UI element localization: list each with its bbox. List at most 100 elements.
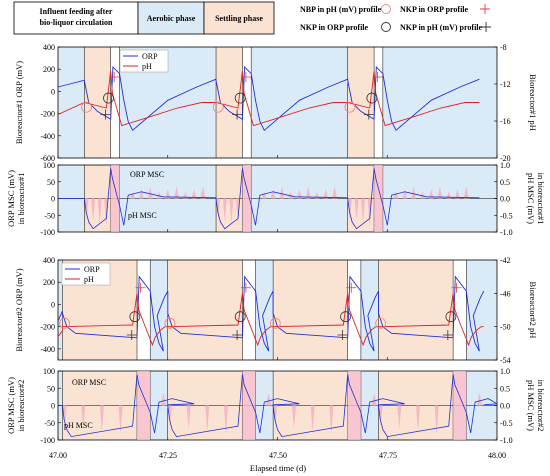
ph-msc-spike: [411, 186, 417, 199]
ph-msc-spike: [270, 189, 276, 199]
y-tick-label: -100: [40, 228, 55, 237]
ph-msc-burst: [347, 371, 361, 440]
phase-label-feeding-2: bio-liquor circulation: [40, 18, 113, 27]
nbp-ph-marker: [164, 317, 176, 329]
ph-msc-spike: [329, 405, 334, 435]
y-axis-label: Bioreactor#1 ORP (mV): [14, 61, 24, 144]
legend-label-orp: ORP: [142, 52, 158, 61]
y-axis-label: Bioreactor#2 ORP (mV): [14, 268, 24, 351]
nkp-orp-marker: [129, 311, 141, 323]
y2-tick-label: -0.5: [500, 419, 513, 428]
y-tick-label: 200: [43, 278, 55, 287]
marker-legend: NBP in pH (mV) profile NKP in ORP profil…: [300, 4, 491, 32]
ph-msc-spike: [361, 198, 366, 224]
x-tick-label: 47.50: [269, 451, 287, 460]
y-tick-label: 0: [51, 195, 55, 204]
ph-msc-spike: [279, 186, 285, 199]
y-tick-label: 100: [43, 367, 55, 376]
ph-msc-spike: [167, 405, 172, 427]
ph-msc-spike: [397, 405, 402, 429]
y2-tick-label: -54: [500, 356, 511, 365]
ph-msc-spike: [378, 405, 383, 427]
nkp-orp-marker: [103, 92, 114, 104]
y2-axis-label: in bioreactor#1: [536, 173, 546, 225]
y2-tick-label: 0.0: [500, 195, 510, 204]
x-axis: 47.00 47.25 47.50 47.75 48.00 Elapsed ti…: [49, 451, 506, 473]
nkp-orp-red-plus: [372, 71, 383, 82]
nkp-ph-plus: [232, 109, 243, 120]
ph-msc-spike: [310, 405, 315, 432]
y-axis-label: in bioreactor#1: [16, 173, 26, 225]
ph-msc-burst: [242, 371, 256, 440]
ph-msc-spike: [437, 186, 443, 199]
nkp-ph-plus: [363, 109, 374, 120]
legend-marker-black-circle: [381, 22, 391, 32]
annotation-orp-msc: ORP MSC: [72, 378, 106, 387]
ph-msc-spike: [291, 405, 296, 429]
phase-label-feeding-1: Influent feeding after: [40, 7, 113, 16]
y2-tick-label: -1.0: [500, 228, 513, 237]
phase-box-feeding: [13, 1, 139, 35]
y-tick-label: 50: [47, 178, 55, 187]
y2-axis-label: in bioreactor#2: [536, 380, 546, 432]
y-tick-label: 0: [51, 402, 55, 411]
ph-msc-spike: [402, 189, 408, 199]
ph-msc-spike: [454, 189, 460, 199]
orp-series-line: [57, 275, 485, 352]
phase-label-settling: Settling phase: [215, 14, 263, 23]
ph-msc-spike: [419, 191, 425, 199]
phase-box-aerobic: [137, 1, 205, 35]
y-tick-label: -50: [44, 211, 55, 220]
ph-msc-spike: [200, 186, 206, 199]
x-tick-label: 47.25: [159, 451, 177, 460]
legend-marker-red-plus: [480, 4, 490, 14]
y-tick-label: 50: [47, 384, 55, 393]
x-tick-label: 48.00: [488, 451, 506, 460]
y-tick-label: -200: [40, 323, 55, 332]
feeding-phase-band: [273, 260, 348, 360]
phase-label-aerobic: Aerobic phase: [147, 14, 196, 23]
x-axis-label: Elapsed time (d): [250, 463, 306, 473]
y2-tick-label: -8: [500, 43, 507, 52]
nkp-orp-marker: [234, 311, 246, 323]
nkp-ph-plus: [337, 330, 348, 340]
nbp-ph-marker: [81, 101, 92, 113]
ph-msc-spike: [97, 198, 102, 224]
ph-msc-spike: [156, 191, 162, 199]
y2-tick-label: -1.0: [500, 436, 513, 445]
y2-tick-label: -0.5: [500, 211, 513, 220]
ph-msc-spike: [476, 393, 482, 406]
feeding-phase-band: [167, 260, 243, 360]
ph-msc-spike: [229, 198, 234, 224]
annotation-ph-msc: pH MSC: [128, 211, 157, 220]
y2-tick-label: -12: [500, 80, 511, 89]
y2-tick-label: -46: [500, 289, 511, 298]
legend-label-nkp-orp-red: NKP in ORP profile: [400, 5, 469, 14]
legend-label-nbp-ph: NBP in pH (mV) profile: [300, 5, 382, 14]
y-tick-label: 400: [43, 43, 55, 52]
ph-msc-spike: [165, 189, 171, 199]
legend-label-ph: pH: [84, 275, 94, 284]
ph-msc-spike: [332, 186, 338, 199]
ph-msc-spike: [288, 191, 294, 199]
nbp-ph-marker: [375, 317, 387, 329]
y-tick-label: -50: [44, 419, 55, 428]
ph-msc-spike: [81, 405, 86, 429]
ph-msc-burst: [137, 371, 151, 440]
ph-msc-spike: [191, 189, 197, 199]
nkp-orp-red-plus: [109, 71, 120, 82]
legend-label-nkp-orp-black: NKP in ORP profile: [300, 23, 369, 32]
ph-msc-spike: [99, 405, 104, 432]
y2-tick-label: 0.5: [500, 178, 510, 187]
ph-series-line: [57, 70, 480, 127]
ph-msc-spike: [147, 186, 153, 199]
legend-label-ph: pH: [142, 62, 152, 71]
ph-msc-spike: [347, 198, 352, 219]
y-tick-label: 0: [51, 87, 55, 96]
y-axis-label: in bioreactor#2: [16, 380, 26, 432]
nkp-orp-marker: [366, 92, 378, 104]
orp-series-line: [57, 65, 480, 132]
feeding-phase-band: [378, 260, 454, 360]
ph-msc-spike: [393, 191, 399, 199]
ph-msc-spike: [62, 405, 67, 427]
